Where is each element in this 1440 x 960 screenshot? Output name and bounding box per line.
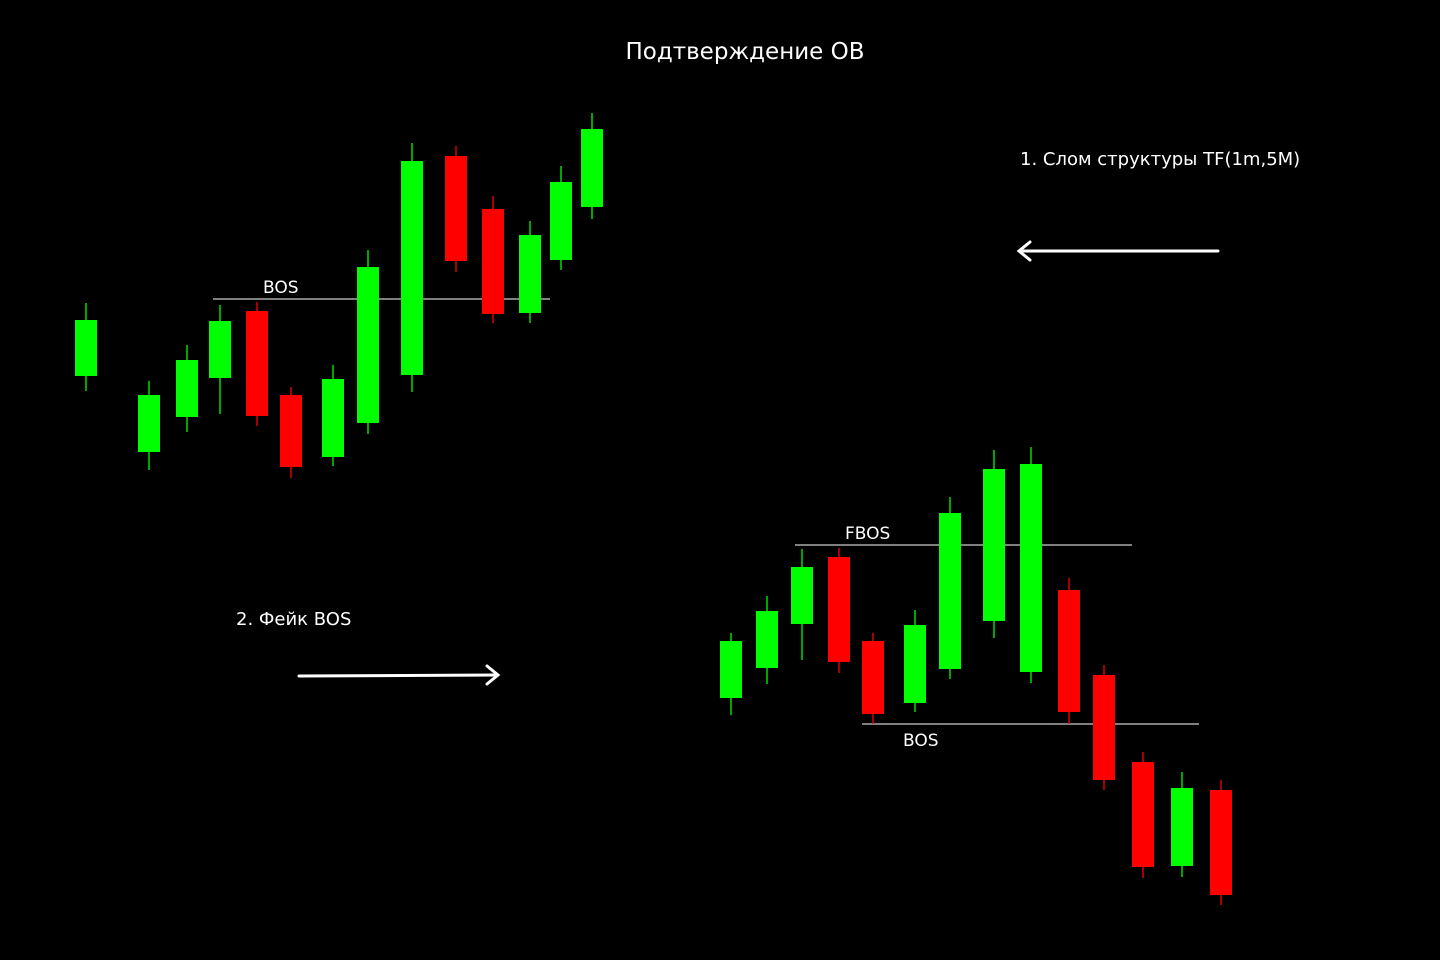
- right-arrow: [297, 664, 501, 686]
- lower-candle-5-bearish: [862, 633, 884, 724]
- candle-body: [246, 311, 268, 416]
- candle-body: [1093, 675, 1115, 780]
- candle-body: [983, 469, 1005, 621]
- candle-body: [482, 209, 504, 314]
- candle-body: [1171, 788, 1193, 866]
- candle-body: [862, 641, 884, 714]
- upper-candle-4-bullish: [209, 305, 231, 414]
- candle-body: [138, 395, 160, 452]
- upper-candle-9-bullish: [401, 143, 423, 392]
- lower-candle-1-bullish: [720, 633, 742, 715]
- upper-bos-label: BOS: [263, 278, 299, 298]
- candle-body: [280, 395, 302, 467]
- lower-candle-12-bearish: [1132, 752, 1154, 878]
- lower-candle-4-bearish: [828, 548, 850, 673]
- candle-body: [176, 360, 198, 417]
- candle-body: [401, 161, 423, 375]
- candle-body: [720, 641, 742, 698]
- candle-body: [756, 611, 778, 668]
- fbos-label: FBOS: [845, 524, 890, 544]
- lower-candle-9-bullish: [1020, 447, 1042, 683]
- candle-body: [791, 567, 813, 624]
- upper-candle-12-bullish: [519, 221, 541, 323]
- candle-body: [445, 156, 467, 261]
- candle-body: [209, 321, 231, 378]
- fake-bos-note: 2. Фейк BOS: [236, 609, 351, 630]
- candle-body: [1058, 590, 1080, 712]
- candle-body: [357, 267, 379, 423]
- candle-body: [550, 182, 572, 260]
- candle-body: [75, 320, 97, 376]
- upper-candle-1-bullish: [75, 303, 97, 391]
- candle-body: [322, 379, 344, 457]
- lower-candle-11-bearish: [1093, 665, 1115, 790]
- upper-candle-13-bullish: [550, 166, 572, 270]
- lower-candle-6-bullish: [904, 610, 926, 712]
- candles-upper-chart: [75, 113, 603, 478]
- candle-body: [581, 129, 603, 207]
- upper-candle-2-bullish: [138, 381, 160, 470]
- candle-body: [1210, 790, 1232, 895]
- candle-body: [1020, 464, 1042, 672]
- left-arrow: [1016, 240, 1220, 262]
- lower-candle-10-bearish: [1058, 578, 1080, 724]
- upper-candle-7-bullish: [322, 365, 344, 466]
- upper-candle-8-bullish: [357, 250, 379, 434]
- upper-candle-3-bullish: [176, 345, 198, 432]
- lower-candle-8-bullish: [983, 450, 1005, 638]
- upper-candle-10-bearish: [445, 146, 467, 272]
- candle-body: [828, 557, 850, 662]
- page-title: Подтверждение OB: [625, 39, 864, 65]
- upper-candle-11-bearish: [482, 196, 504, 323]
- candle-body: [904, 625, 926, 703]
- lower-bos-label: BOS: [903, 731, 939, 751]
- upper-candle-6-bearish: [280, 387, 302, 478]
- upper-candle-14-bullish: [581, 113, 603, 219]
- upper-candle-5-bearish: [246, 302, 268, 426]
- lower-candle-14-bearish: [1210, 780, 1232, 905]
- lower-candle-3-bullish: [791, 549, 813, 660]
- candle-body: [519, 235, 541, 313]
- candles-lower-chart: [720, 447, 1232, 905]
- lower-candle-7-bullish: [939, 497, 961, 679]
- lower-candle-2-bullish: [756, 596, 778, 684]
- lower-candle-13-bullish: [1171, 772, 1193, 877]
- candle-body: [1132, 762, 1154, 867]
- structure-break-note: 1. Слом структуры TF(1m,5M): [1020, 149, 1300, 170]
- candle-body: [939, 513, 961, 669]
